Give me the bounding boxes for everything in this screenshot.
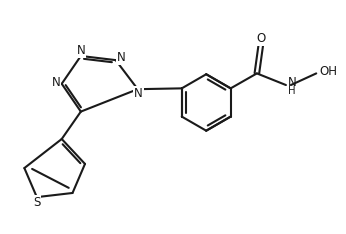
Text: O: O <box>256 32 266 45</box>
Text: N: N <box>288 76 296 89</box>
Text: OH: OH <box>319 65 337 78</box>
Text: N: N <box>134 87 143 100</box>
Text: H: H <box>288 86 295 96</box>
Text: N: N <box>76 44 85 57</box>
Text: S: S <box>33 196 40 209</box>
Text: N: N <box>117 51 126 64</box>
Text: N: N <box>52 77 60 89</box>
